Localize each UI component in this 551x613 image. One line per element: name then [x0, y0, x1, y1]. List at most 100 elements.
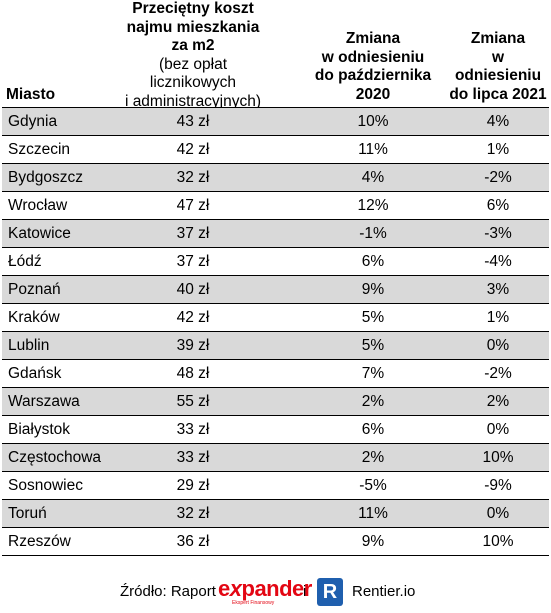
header-cost-note: (bez opłat licznikowych — [149, 55, 237, 92]
cell-cost: 55 zł — [176, 393, 210, 410]
cell-cost: 47 zł — [176, 197, 210, 214]
cell-change-july: -2% — [484, 365, 512, 382]
expander-logo-e: e — [218, 576, 230, 601]
table-row: Białystok 33 zł 6% 0% — [2, 416, 549, 444]
cell-city: Katowice — [8, 225, 71, 242]
table-row: Kraków 42 zł 5% 1% — [2, 304, 549, 332]
cell-city: Poznań — [8, 281, 61, 298]
cell-change-july: -2% — [484, 169, 512, 186]
cell-cost: 36 zł — [176, 533, 210, 550]
cell-city: Warszawa — [8, 393, 80, 410]
header-change-july: Zmiana w odniesieniu do lipca 2021 — [447, 30, 549, 104]
cell-city: Toruń — [8, 505, 47, 522]
table-row: Szczecin 42 zł 11% 1% — [2, 136, 549, 164]
table-row: Gdańsk 48 zł 7% -2% — [2, 360, 549, 388]
source-label: Źródło: Raport — [120, 583, 216, 600]
cell-city: Białystok — [8, 421, 71, 438]
cell-change-july: 3% — [486, 281, 510, 298]
cell-cost: 33 zł — [176, 449, 210, 466]
cell-city: Kraków — [8, 309, 60, 326]
table-row: Wrocław 47 zł 12% 6% — [2, 192, 549, 220]
cell-change-october: 5% — [361, 309, 385, 326]
cell-change-october: 6% — [361, 253, 385, 270]
source-conjunction: i — [303, 583, 307, 600]
cell-city: Lublin — [8, 337, 50, 354]
cell-city: Rzeszów — [8, 533, 71, 550]
header-oct-line: 2020 — [355, 85, 391, 103]
header-divider — [2, 107, 549, 108]
cell-change-july: 1% — [486, 309, 510, 326]
header-jul-line: Zmiana — [470, 30, 526, 47]
cell-cost: 37 zł — [176, 225, 210, 242]
cell-city: Sosnowiec — [8, 477, 83, 494]
expander-logo: expander — [218, 576, 312, 602]
cell-city: Częstochowa — [8, 449, 102, 466]
header-cost-note: i administracyjnych) — [124, 92, 262, 110]
cell-change-october: 12% — [357, 197, 389, 214]
cell-city: Gdynia — [8, 113, 58, 130]
header-jul-line: w odniesieniu — [454, 48, 542, 85]
cell-cost: 39 zł — [176, 337, 210, 354]
source-footer: Źródło: Raport expander Ekspert Finansow… — [0, 574, 551, 610]
cell-change-october: -1% — [359, 225, 387, 242]
cell-cost: 42 zł — [176, 309, 210, 326]
table-body: Gdynia 43 zł 10% 4% Szczecin 42 zł 11% 1… — [2, 108, 549, 556]
expander-tagline: Ekspert Finansowy — [232, 600, 275, 606]
cell-change-july: -3% — [484, 225, 512, 242]
cell-change-october: 5% — [361, 337, 385, 354]
table-row: Lublin 39 zł 5% 0% — [2, 332, 549, 360]
table-row: Bydgoszcz 32 zł 4% -2% — [2, 164, 549, 192]
cell-change-july: 0% — [486, 505, 510, 522]
cell-cost: 32 zł — [176, 169, 210, 186]
rentier-logo-icon: R — [317, 578, 343, 606]
table-header: Miasto Przeciętny koszt najmu mieszkania… — [2, 0, 549, 111]
cell-change-october: 2% — [361, 449, 385, 466]
cell-change-october: 10% — [357, 113, 389, 130]
cell-change-october: 7% — [361, 365, 385, 382]
header-oct-line: w odniesieniu — [321, 48, 425, 66]
cell-change-july: 1% — [486, 141, 510, 158]
cell-cost: 42 zł — [176, 141, 210, 158]
cell-cost: 48 zł — [176, 365, 210, 382]
cell-change-july: 0% — [486, 421, 510, 438]
table-row: Toruń 32 zł 11% 0% — [2, 500, 549, 528]
cell-cost: 43 zł — [176, 113, 210, 130]
cell-change-october: 11% — [358, 141, 388, 158]
cell-cost: 29 zł — [176, 477, 210, 494]
table-row: Częstochowa 33 zł 2% 10% — [2, 444, 549, 472]
cell-cost: 32 zł — [176, 505, 210, 522]
cell-change-july: 0% — [486, 337, 510, 354]
cell-city: Szczecin — [8, 141, 71, 158]
cell-change-july: 6% — [486, 197, 510, 214]
cell-change-october: 4% — [361, 169, 385, 186]
table-row: Gdynia 43 zł 10% 4% — [2, 108, 549, 136]
expander-logo-rest: pander — [241, 576, 313, 601]
cell-city: Gdańsk — [8, 365, 62, 382]
cell-change-october: 9% — [361, 281, 385, 298]
header-cost-line: najmu mieszkania — [126, 18, 260, 36]
cell-cost: 40 zł — [176, 281, 210, 298]
header-jul-line: do lipca 2021 — [449, 85, 547, 103]
cell-city: Łódź — [8, 253, 42, 270]
cell-change-july: -9% — [484, 477, 512, 494]
cell-change-october: 11% — [358, 505, 388, 522]
header-oct-line: Zmiana — [345, 30, 401, 47]
cell-cost: 33 zł — [176, 421, 210, 438]
table-row: Warszawa 55 zł 2% 2% — [2, 388, 549, 416]
header-change-october: Zmiana w odniesieniu do października 202… — [298, 30, 448, 104]
expander-logo-x: x — [229, 576, 242, 601]
table-row: Rzeszów 36 zł 9% 10% — [2, 528, 549, 556]
header-cost: Przeciętny koszt najmu mieszkania za m2 … — [114, 0, 272, 111]
cell-change-october: 2% — [361, 393, 385, 410]
table-row: Poznań 40 zł 9% 3% — [2, 276, 549, 304]
cell-change-october: 9% — [361, 533, 385, 550]
cell-change-july: 10% — [482, 533, 514, 550]
cell-cost: 37 zł — [176, 253, 210, 270]
cell-city: Bydgoszcz — [8, 169, 83, 186]
header-oct-line: do października — [314, 67, 432, 84]
table-row: Sosnowiec 29 zł -5% -9% — [2, 472, 549, 500]
cell-change-july: 4% — [486, 113, 510, 130]
rentier-name: Rentier.io — [352, 583, 416, 600]
cell-change-october: 6% — [361, 421, 385, 438]
table-row: Katowice 37 zł -1% -3% — [2, 220, 549, 248]
